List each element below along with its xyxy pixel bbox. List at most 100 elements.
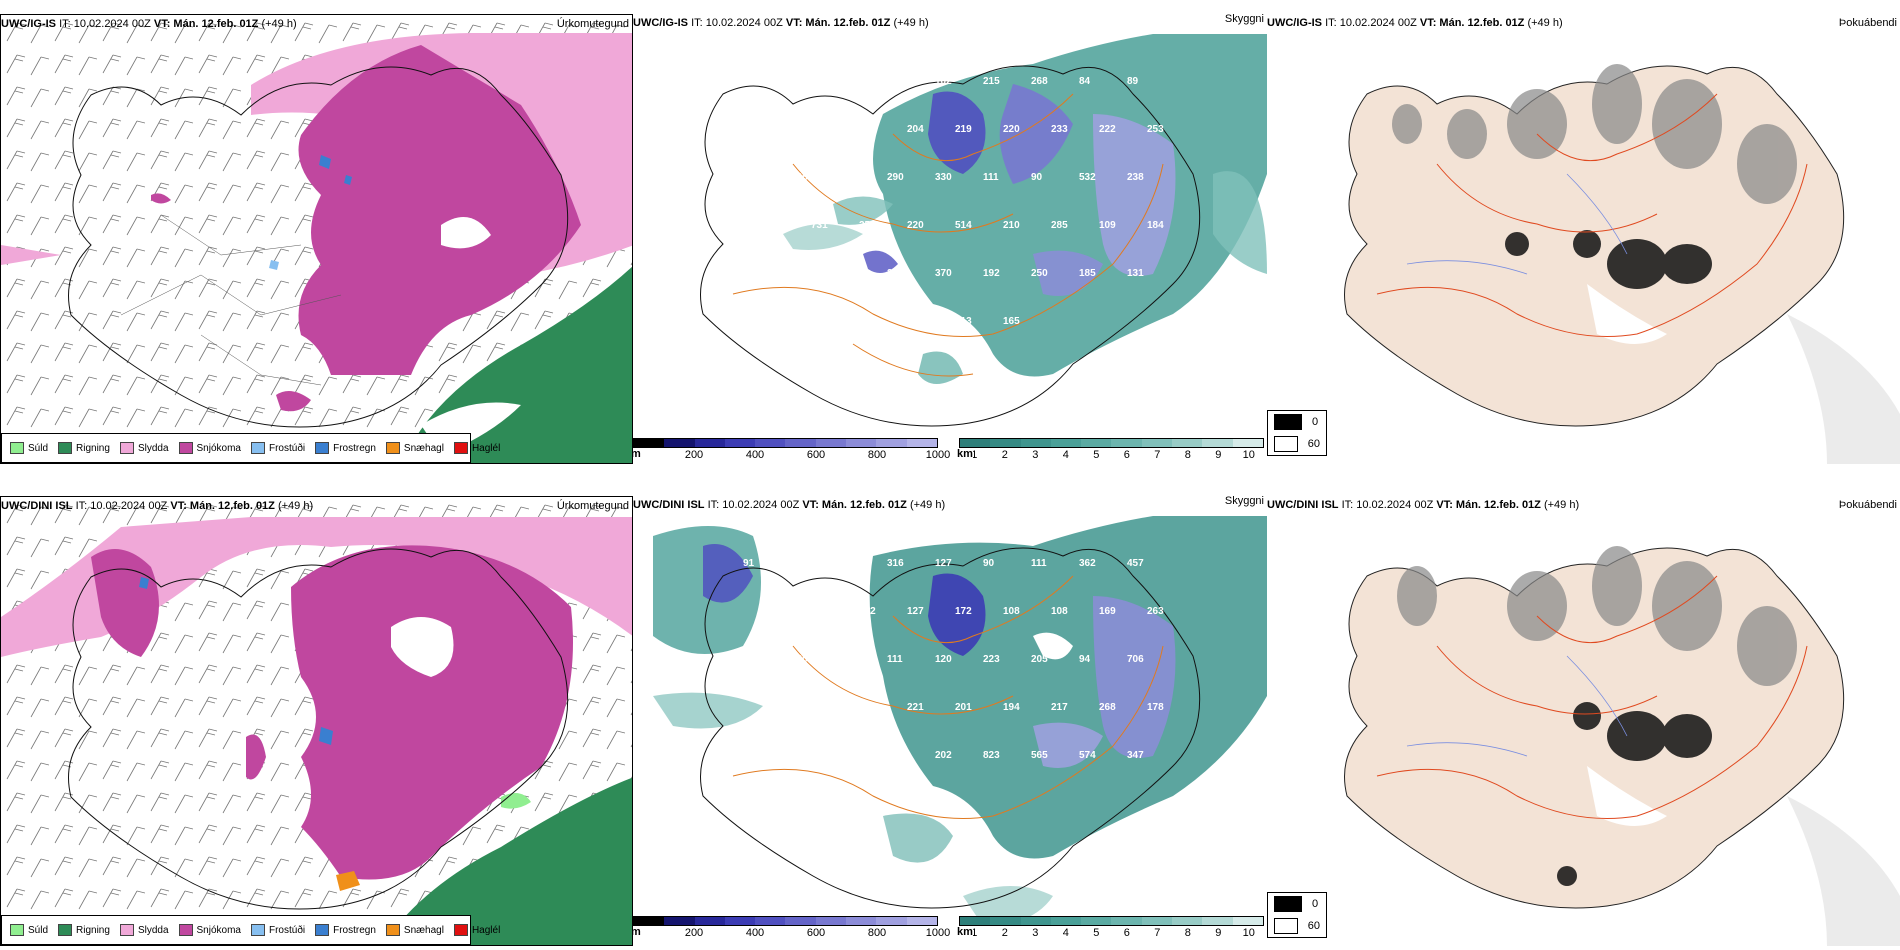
visibility-colorbar: 1 2 3 4 5 6 7 8 9 10 km — [957, 438, 1264, 462]
ceiling-label: 172 — [839, 268, 856, 279]
ceiling-label: 330 — [743, 76, 760, 87]
ceiling-label: 96 — [763, 124, 775, 135]
ceiling-label: 185 — [887, 750, 904, 761]
legend-label: Frostregn — [333, 442, 376, 454]
legend-swatch — [119, 442, 134, 454]
colorbar-tick: 1 — [971, 927, 978, 939]
fog-legend-label: 0 — [1312, 416, 1319, 428]
ceiling-label: 812 — [811, 316, 828, 327]
legend-item: Snjókoma — [178, 924, 241, 936]
legend-swatch — [453, 924, 468, 936]
ceiling-label: 370 — [935, 268, 952, 279]
colorbar-tick: 6 — [1123, 927, 1130, 939]
panel-header: UWC/DINI ISL IT: 10.02.2024 00Z VT: Mán.… — [1, 497, 632, 515]
ceiling-label: 111 — [983, 172, 999, 183]
fog-legend-item: 0 — [1268, 893, 1326, 915]
ceiling-label: 210 — [1003, 220, 1020, 231]
valid-time: Mán. 12.feb. 01Z — [821, 499, 907, 511]
colorbar-unit: m — [633, 448, 641, 460]
visibility-panel-ig: 330 967 179 90 102 215 268 84 89 96 64 328 204 219 220… — [633, 14, 1267, 464]
colorbar-tick: 4 — [1062, 449, 1069, 461]
model-name: UWC/DINI ISL — [1267, 499, 1339, 511]
ceiling-label: 514 — [955, 220, 972, 231]
ceiling-label: 220 — [907, 220, 924, 231]
colorbar-tick: 8 — [1184, 449, 1191, 461]
ceiling-label: 120 — [935, 654, 952, 665]
ceiling-label: 290 — [887, 172, 904, 183]
ceiling-label: 108 — [1051, 606, 1068, 617]
ceiling-label: 565 — [1031, 750, 1048, 761]
legend-item: Slydda — [119, 924, 169, 936]
legend-label: Snjókoma — [196, 442, 241, 454]
ceiling-label: 268 — [1031, 76, 1048, 87]
colorbar-unit: km — [957, 448, 973, 460]
ceiling-colorbar: 02004006008001000m — [633, 438, 950, 462]
fog-legend-label: 60 — [1307, 438, 1320, 450]
ceiling-label: 110 — [859, 798, 876, 809]
model-name: UWC/DINI ISL — [1, 500, 73, 512]
ceiling-label: 194 — [763, 316, 780, 327]
ceiling-label: 86 — [859, 702, 871, 713]
ceiling-label: 127 — [935, 558, 952, 569]
ceiling-label: 153 — [743, 268, 760, 279]
valid-time: Mán. 12.feb. 01Z — [1455, 499, 1541, 511]
ceiling-label: 90 — [887, 76, 899, 87]
colorbar-tick: 5 — [1093, 927, 1100, 939]
ceiling-label: 194 — [1003, 702, 1020, 713]
ceiling-label: 123 — [839, 558, 856, 569]
ceiling-label: 205 — [1031, 654, 1048, 665]
fog-swatch — [1274, 436, 1298, 452]
ceiling-label: 94 — [1079, 654, 1091, 665]
panel-header: UWC/IG-IS IT: 10.02.2024 00Z VT: Mán. 12… — [633, 14, 1267, 32]
ceiling-label: 122 — [791, 558, 808, 569]
legend-item: Snjókoma — [178, 442, 241, 454]
legend-item: Snæhagl — [385, 442, 444, 454]
legend-item: Slydda — [119, 442, 169, 454]
legend-item: Snæhagl — [385, 924, 444, 936]
visibility-panel-dini: 91 122 123 316 127 90 111 362 457 200 221 202 127 172… — [633, 496, 1267, 946]
legend-label: Rigning — [76, 924, 110, 936]
ceiling-label: 178 — [1147, 702, 1164, 713]
colorbar-tick: 3 — [1032, 927, 1039, 939]
init-time: IT: 10.02.2024 00Z — [1325, 17, 1417, 29]
ceiling-label: 201 — [955, 702, 972, 713]
legend-swatch — [385, 924, 400, 936]
ceiling-label: 174 — [743, 654, 760, 665]
colorbar-tick: 2 — [1001, 927, 1008, 939]
colorbar-unit: km — [957, 926, 973, 938]
legend-item: Súld — [10, 442, 48, 454]
colorbar-tick: 800 — [867, 927, 887, 939]
legend-label: Haglél — [471, 924, 501, 936]
colorbar-tick: 200 — [684, 449, 704, 461]
vt-label: VT: — [153, 18, 171, 30]
valid-time: Mán. 12.feb. 01Z — [1439, 17, 1525, 29]
legend-swatch — [250, 442, 265, 454]
colorbar-tick: 200 — [684, 927, 704, 939]
parameter-name: Þokuábendi — [1838, 17, 1897, 29]
init-time: IT: 10.02.2024 00Z — [707, 499, 800, 511]
valid-time: Mán. 12.feb. 01Z — [173, 18, 259, 30]
ceiling-label: 165 — [1003, 316, 1020, 327]
ceiling-label: 108 — [1003, 606, 1020, 617]
vt-label: VT: — [802, 499, 819, 511]
valid-time: Mán. 12.feb. 01Z — [805, 17, 891, 29]
legend-item: Haglél — [453, 924, 501, 936]
ceiling-label: 43 — [907, 798, 919, 809]
ceiling-label: 222 — [1099, 124, 1116, 135]
fog-legend: 0 60 — [1267, 410, 1327, 456]
ceiling-label: 330 — [935, 172, 952, 183]
ceiling-label: 253 — [1147, 124, 1164, 135]
model-name: UWC/DINI ISL — [633, 499, 705, 511]
colorbar-tick: 8 — [1184, 927, 1191, 939]
legend-swatch — [58, 924, 73, 936]
legend-swatch — [10, 442, 24, 454]
fog-legend-item: 0 — [1268, 411, 1326, 433]
legend-swatch — [58, 442, 73, 454]
ceiling-label: 111 — [887, 654, 903, 665]
model-name: UWC/IG-IS — [633, 17, 688, 29]
ceiling-label: 313 — [955, 316, 972, 327]
precip-legend: Súld Rigning Slydda Snjókoma Frostúði Frostre… — [1, 915, 500, 945]
precip-type-panel-dini: UWC/DINI ISL IT: 10.02.2024 00Z VT: Mán.… — [0, 496, 633, 946]
fog-legend: 0 60 — [1267, 892, 1327, 938]
colorbar-tick: 600 — [806, 449, 826, 461]
